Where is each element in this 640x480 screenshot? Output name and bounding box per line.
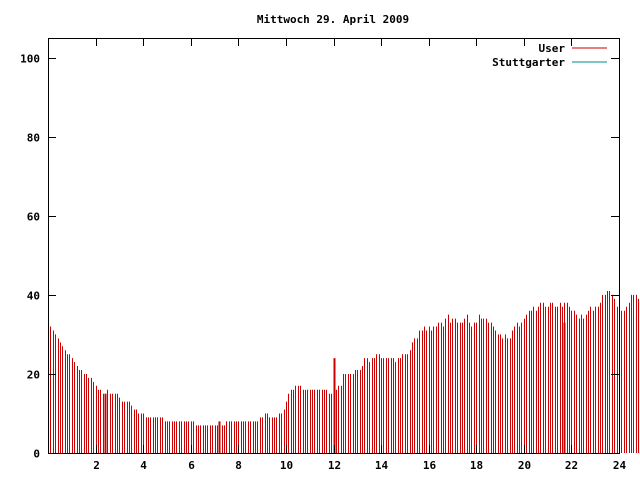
y-tick-label: 40 (27, 290, 40, 303)
chart-title: Mittwoch 29. April 2009 (257, 13, 409, 26)
x-tick-label: 12 (328, 459, 341, 472)
x-tick-label: 2 (93, 459, 100, 472)
highlight-bars-group (104, 322, 566, 453)
bars-group (48, 290, 639, 453)
legend-label-user: User (539, 42, 566, 55)
x-tick-label: 20 (518, 459, 531, 472)
x-tick-label: 6 (188, 459, 195, 472)
y-tick-label: 60 (27, 211, 40, 224)
x-tick-label: 22 (565, 459, 578, 472)
x-tick-label: 8 (235, 459, 242, 472)
legend-label-stuttgarter: Stuttgarter (492, 56, 565, 69)
y-tick-label: 20 (27, 369, 40, 382)
legend: User Stuttgarter (492, 42, 607, 69)
y-tick-label: 0 (33, 448, 40, 461)
x-tick-label: 16 (423, 459, 437, 472)
x-tick-label: 4 (140, 459, 147, 472)
y-tick-label: 80 (27, 132, 40, 145)
x-tick-label: 14 (375, 459, 389, 472)
x-tick-label: 18 (470, 459, 483, 472)
x-tick-label: 24 (613, 459, 627, 472)
y-tick-label: 100 (20, 53, 40, 66)
x-tick-label: 10 (280, 459, 293, 472)
